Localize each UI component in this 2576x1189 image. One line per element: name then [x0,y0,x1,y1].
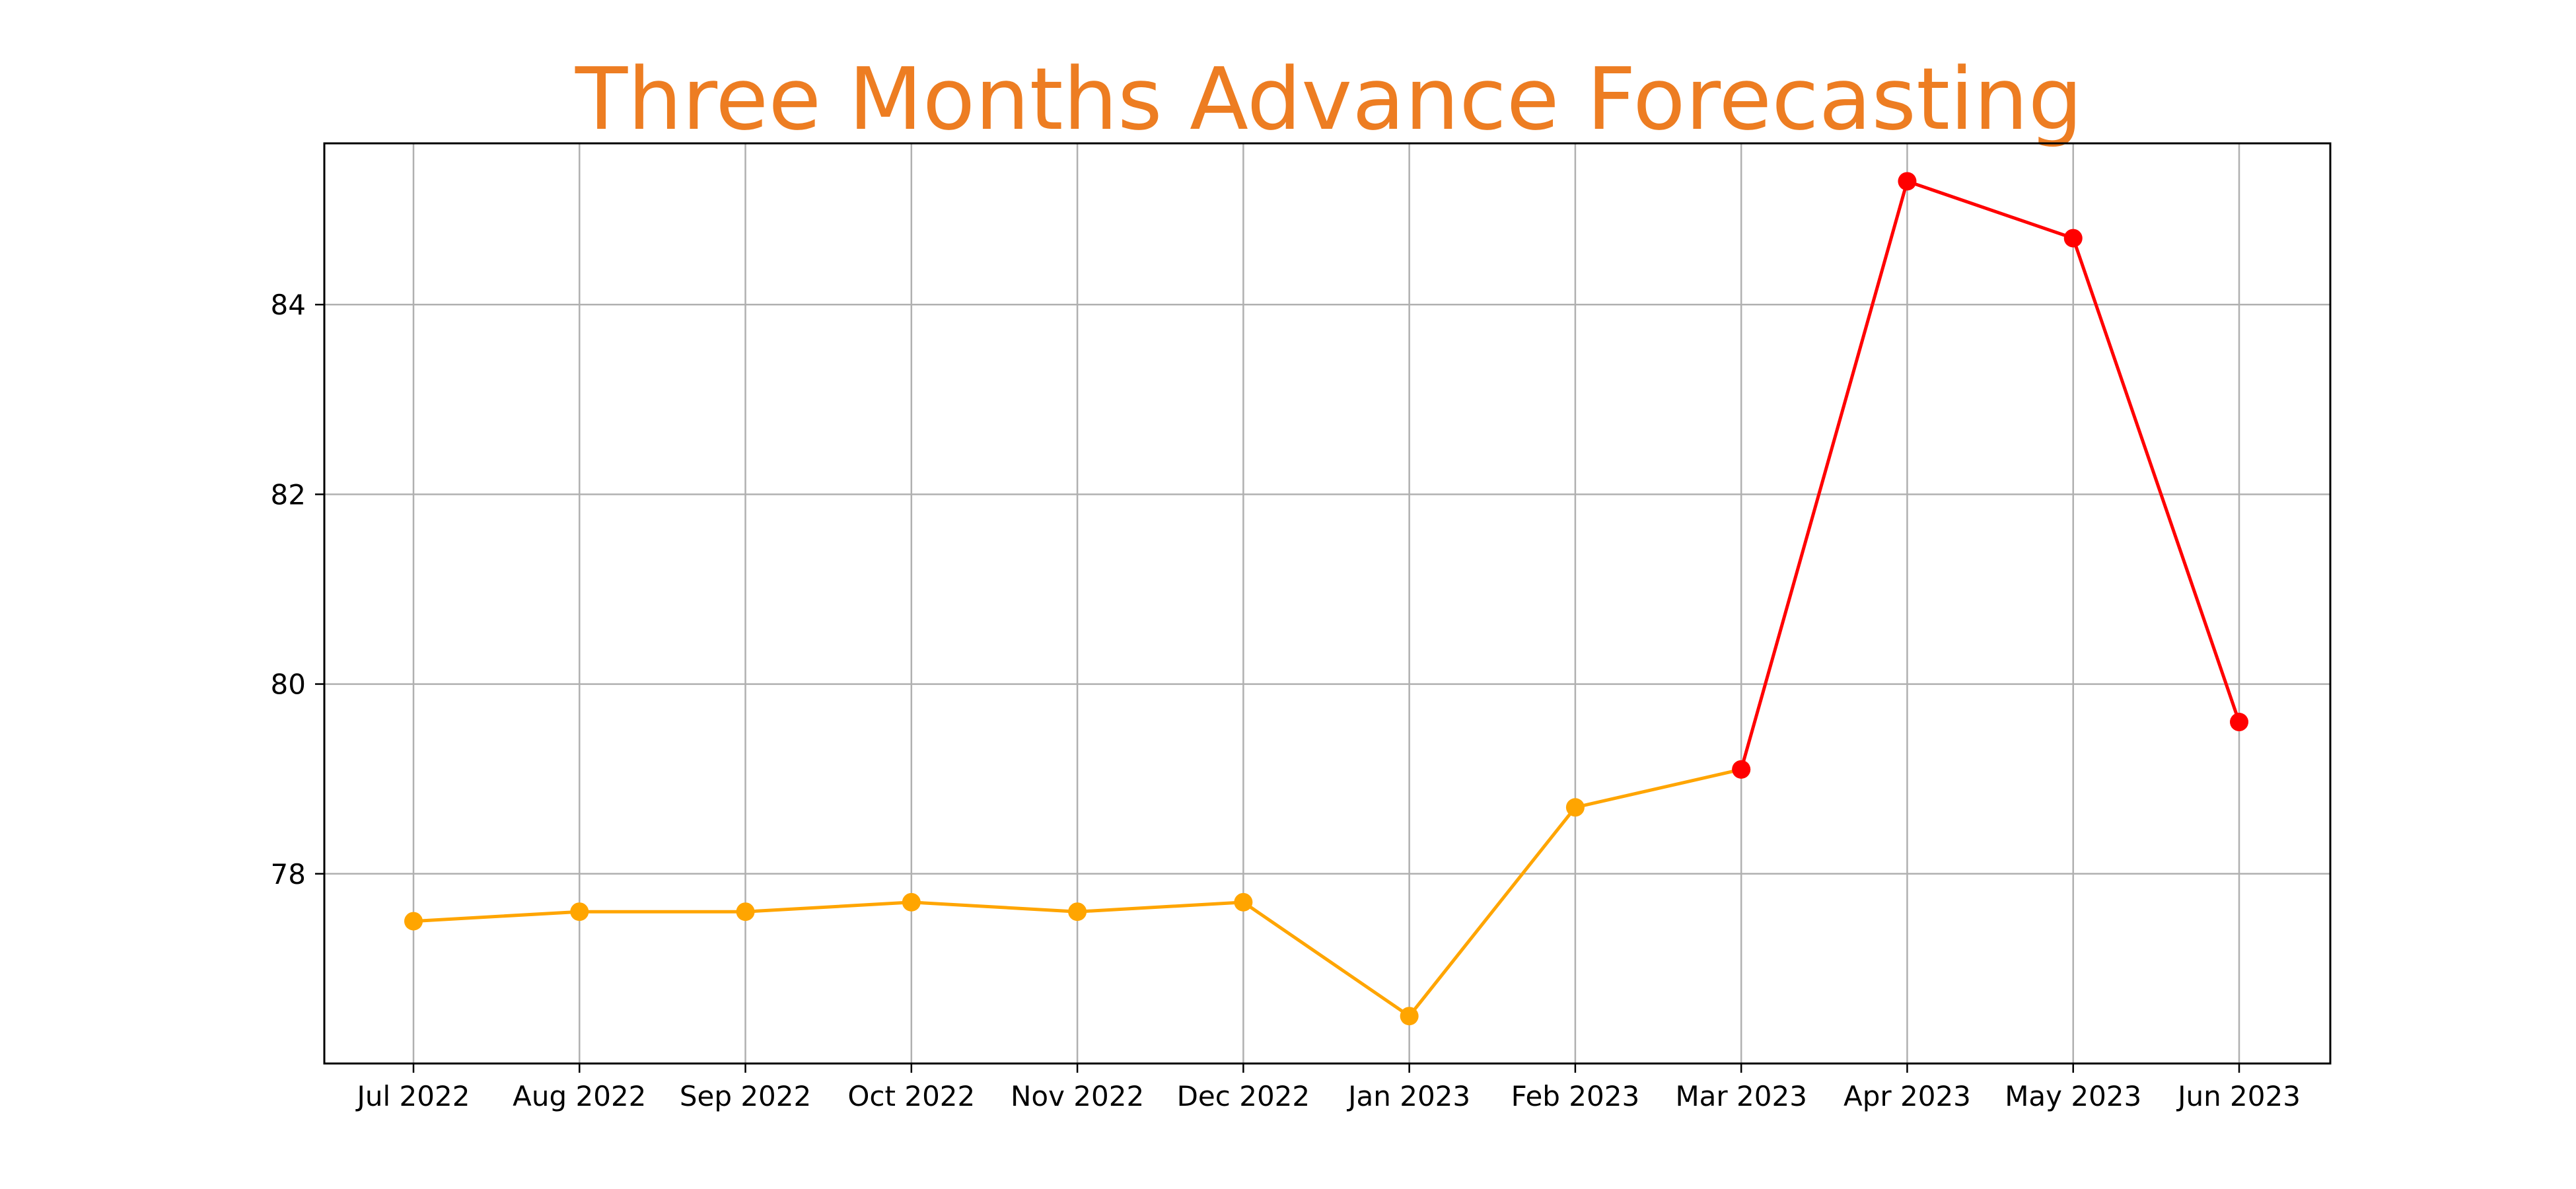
x-tick-label: Apr 2023 [1843,1080,1971,1112]
x-tick-label: May 2023 [2005,1080,2141,1112]
plot-frame [323,142,2332,1065]
y-tick-label: 80 [271,668,306,701]
x-tick-label: Jan 2023 [1346,1080,1470,1112]
series-1-point [2230,713,2248,732]
x-tick-label: Jul 2022 [355,1080,470,1112]
x-tick-label: Jun 2023 [2176,1080,2301,1112]
x-tick-label: Mar 2023 [1675,1080,1807,1112]
x-tick-label: Dec 2022 [1177,1080,1310,1112]
grid-lines [324,143,2330,1063]
x-tick-label: Sep 2022 [680,1080,811,1112]
series-1-line [1739,179,2241,770]
series-1-point [1732,760,1751,779]
series-0-point [1400,1007,1419,1026]
series-0-point [902,892,921,912]
series-0-point [736,902,755,921]
series-0-point [570,902,589,921]
series-0-point [1565,798,1585,817]
series-1-point [1898,172,1917,191]
x-tick-label: Feb 2023 [1511,1080,1640,1112]
y-tick-label: 82 [271,478,306,511]
plot-series [404,172,2248,1026]
x-tick-label: Aug 2022 [513,1080,646,1112]
y-tick-label: 78 [271,858,306,890]
x-tick-label: Nov 2022 [1011,1080,1144,1112]
y-tick-label: 84 [271,289,306,321]
series-0-point [1068,902,1087,921]
axes: Jul 2022 Aug 2022 Sep 2022 Oct 2022 Nov 2022… [271,289,2301,1112]
x-tick-label: Oct 2022 [847,1080,975,1112]
chart-title: Three Months Advance Forecasting [575,49,2083,149]
series-0-point [404,912,423,931]
series-1-point [2063,229,2083,248]
series-0-point [1234,892,1253,912]
